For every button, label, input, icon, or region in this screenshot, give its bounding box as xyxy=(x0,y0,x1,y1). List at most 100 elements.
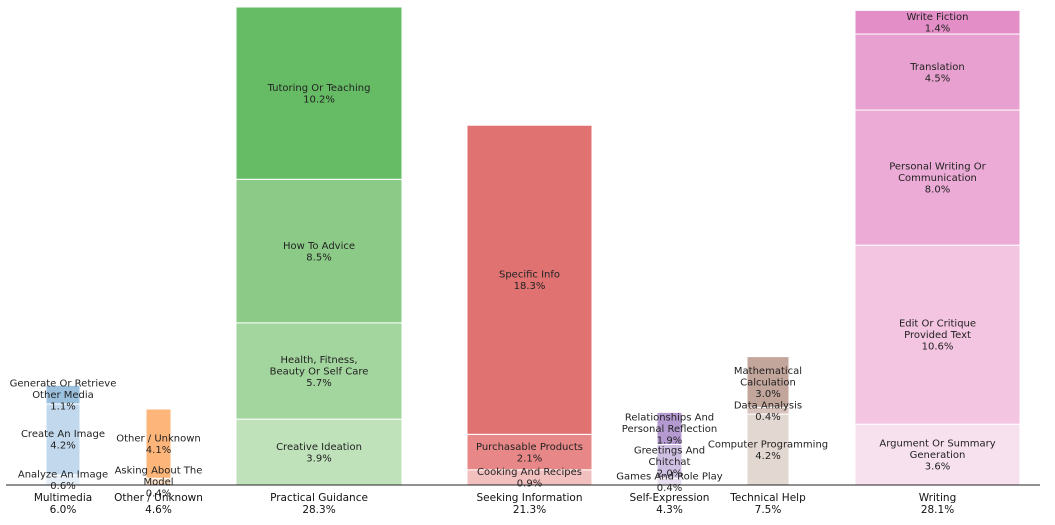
segment-label-create-an-image: Create An Image 4.2% xyxy=(21,429,105,452)
x-tick-label-multimedia-line: Multimedia xyxy=(34,492,92,504)
bar-segment-translation xyxy=(854,33,1021,111)
segment-label-write-fiction-line: Write Fiction xyxy=(906,12,968,23)
bar-segment-argument-or-summary-generation xyxy=(854,423,1021,486)
segment-label-other-unknown: Other / Unknown 4.1% xyxy=(116,433,201,456)
x-tick-label-writing-line: Writing xyxy=(919,492,957,504)
segment-label-edit-or-critique-provided-text: Edit Or Critique Provided Text 10.6% xyxy=(899,319,976,353)
segment-labels-layer: Analyze An Image 0.6%Create An Image 4.2%G… xyxy=(10,12,996,500)
segment-label-specific-info: Specific Info 18.3% xyxy=(499,270,560,293)
segment-label-games-and-role-play-line: 0.4% xyxy=(657,483,682,494)
segment-label-cooking-and-recipes-line: Cooking And Recipes xyxy=(477,467,582,478)
segment-label-translation-line: 4.5% xyxy=(925,73,950,84)
segment-label-how-to-advice-line: 8.5% xyxy=(306,252,331,263)
bar-segment-purchasable-products xyxy=(466,433,593,471)
x-tick-label-practical-guidance-line: 28.3% xyxy=(302,504,335,516)
x-tick-label-self-expression: Self-Expression 4.3% xyxy=(630,492,710,516)
segment-label-health-fitness-beauty-or-self-care-line: 5.7% xyxy=(306,378,331,389)
bar-segment-mathematical-calculation xyxy=(746,356,790,408)
segment-label-analyze-an-image-line: 0.6% xyxy=(50,481,75,492)
segment-label-specific-info-line: Specific Info xyxy=(499,270,560,281)
x-tick-label-seeking-information-line: 21.3% xyxy=(513,504,546,516)
bar-segment-create-an-image xyxy=(45,403,81,476)
x-tick-label-self-expression-line: Self-Expression xyxy=(630,492,710,504)
segment-label-health-fitness-beauty-or-self-care-line: Health, Fitness, xyxy=(280,355,357,366)
segment-label-personal-writing-or-communication: Personal Writing Or Communication 8.0% xyxy=(889,162,986,196)
x-tick-label-technical-help-line: 7.5% xyxy=(755,504,782,516)
segment-label-analyze-an-image: Analyze An Image 0.6% xyxy=(18,470,108,493)
segment-label-translation: Translation 4.5% xyxy=(909,62,965,85)
segment-label-greetings-and-chitchat-line: Chitchat xyxy=(649,457,691,468)
bar-segment-write-fiction xyxy=(854,9,1021,35)
segment-label-mathematical-calculation-line: Calculation xyxy=(740,377,796,388)
x-tick-label-practical-guidance-line: Practical Guidance xyxy=(270,492,368,504)
segment-label-relationships-and-personal-reflection-line: 1.9% xyxy=(657,435,682,446)
segment-label-relationships-and-personal-reflection-line: Personal Reflection xyxy=(622,424,717,435)
segment-label-games-and-role-play-line: Games And Role Play xyxy=(616,471,723,482)
segment-label-computer-programming: Computer Programming 4.2% xyxy=(708,439,828,462)
bar-segment-other-unknown xyxy=(145,408,172,479)
segment-label-purchasable-products: Purchasable Products 2.1% xyxy=(476,442,583,465)
segment-label-relationships-and-personal-reflection: Relationships And Personal Reflection 1.9% xyxy=(622,412,717,446)
bar-segment-relationships-and-personal-reflection xyxy=(656,411,683,445)
segment-label-cooking-and-recipes: Cooking And Recipes 0.9% xyxy=(477,467,582,490)
segment-label-personal-writing-or-communication-line: Personal Writing Or xyxy=(889,162,986,173)
segment-label-tutoring-or-teaching-line: Tutoring Or Teaching xyxy=(267,83,371,94)
segment-label-argument-or-summary-generation-line: Generation xyxy=(910,450,966,461)
segment-label-translation-line: Translation xyxy=(909,62,965,73)
segment-label-edit-or-critique-provided-text-line: Edit Or Critique xyxy=(899,319,976,330)
segment-label-how-to-advice-line: How To Advice xyxy=(283,241,355,252)
segment-label-computer-programming-line: Computer Programming xyxy=(708,439,828,450)
bar-segment-generate-or-retrieve-other-media xyxy=(45,384,81,405)
bar-segment-edit-or-critique-provided-text xyxy=(854,244,1021,425)
bar-segment-tutoring-or-teaching xyxy=(235,6,403,180)
segment-label-generate-or-retrieve-other-media: Generate Or Retrieve Other Media 1.1% xyxy=(10,379,117,413)
x-tick-label-other-unknown-line: Other / Unknown xyxy=(114,492,203,504)
x-tick-label-multimedia-line: 6.0% xyxy=(50,504,77,516)
segment-label-edit-or-critique-provided-text-line: Provided Text xyxy=(904,330,971,341)
segment-label-creative-ideation-line: Creative Ideation xyxy=(276,442,362,453)
bar-segment-how-to-advice xyxy=(235,178,403,324)
segment-label-games-and-role-play: Games And Role Play 0.4% xyxy=(616,471,723,494)
x-tick-label-self-expression-line: 4.3% xyxy=(656,504,683,516)
segment-label-mathematical-calculation: Mathematical Calculation 3.0% xyxy=(734,366,802,400)
segment-label-data-analysis: Data Analysis 0.4% xyxy=(734,400,802,423)
bar-segment-computer-programming xyxy=(746,413,790,486)
segment-label-asking-about-the-model: Asking About The Model 0.4% xyxy=(115,466,203,500)
segment-label-data-analysis-line: 0.4% xyxy=(755,412,780,423)
segment-label-generate-or-retrieve-other-media-line: 1.1% xyxy=(50,402,75,413)
segment-label-greetings-and-chitchat-line: Greetings And xyxy=(634,445,705,456)
segment-label-asking-about-the-model-line: Asking About The xyxy=(115,466,203,477)
bar-segment-creative-ideation xyxy=(235,418,403,486)
segment-label-personal-writing-or-communication-line: 8.0% xyxy=(925,185,950,196)
segment-label-health-fitness-beauty-or-self-care-line: Beauty Or Self Care xyxy=(270,366,369,377)
segment-label-purchasable-products-line: 2.1% xyxy=(517,453,542,464)
bar-segment-specific-info xyxy=(466,124,593,435)
x-tick-label-practical-guidance: Practical Guidance 28.3% xyxy=(270,492,368,516)
segment-label-specific-info-line: 18.3% xyxy=(514,281,546,292)
bar-segment-health-fitness-beauty-or-self-care xyxy=(235,322,403,420)
segment-label-write-fiction: Write Fiction 1.4% xyxy=(906,12,968,35)
segment-label-asking-about-the-model-line: 0.4% xyxy=(146,489,171,500)
segment-label-computer-programming-line: 4.2% xyxy=(755,451,780,462)
segment-label-data-analysis-line: Data Analysis xyxy=(734,400,802,411)
bar-segment-personal-writing-or-communication xyxy=(854,109,1021,246)
x-tick-label-technical-help: Technical Help 7.5% xyxy=(729,492,806,516)
segment-label-greetings-and-chitchat: Greetings And Chitchat 2.0% xyxy=(634,445,705,479)
segment-label-other-unknown-line: Other / Unknown xyxy=(116,433,201,444)
segment-label-personal-writing-or-communication-line: Communication xyxy=(898,173,977,184)
segment-label-creative-ideation: Creative Ideation 3.9% xyxy=(276,442,362,465)
segment-label-create-an-image-line: Create An Image xyxy=(21,429,105,440)
segment-label-how-to-advice: How To Advice 8.5% xyxy=(283,241,355,264)
x-tick-label-writing-line: 28.1% xyxy=(921,504,954,516)
segment-label-tutoring-or-teaching: Tutoring Or Teaching 10.2% xyxy=(267,83,371,106)
segment-label-argument-or-summary-generation: Argument Or Summary Generation 3.6% xyxy=(879,439,995,473)
x-tick-label-technical-help-line: Technical Help xyxy=(729,492,806,504)
segment-label-mathematical-calculation-line: 3.0% xyxy=(755,389,780,400)
bars-layer xyxy=(45,6,1021,486)
x-tick-label-seeking-information: Seeking Information 21.3% xyxy=(476,492,582,516)
segment-label-other-unknown-line: 4.1% xyxy=(146,445,171,456)
segment-label-health-fitness-beauty-or-self-care: Health, Fitness, Beauty Or Self Care 5.7% xyxy=(270,355,369,389)
segment-label-cooking-and-recipes-line: 0.9% xyxy=(517,479,542,490)
segment-label-analyze-an-image-line: Analyze An Image xyxy=(18,470,108,481)
